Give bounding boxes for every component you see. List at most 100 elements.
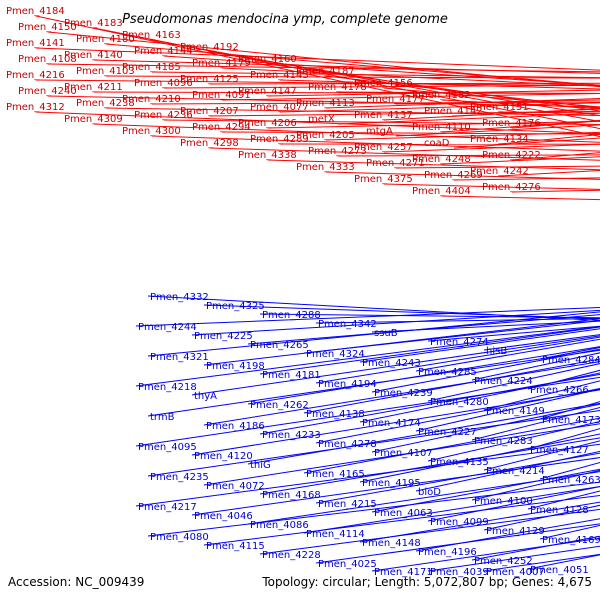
reverse-leader-line [203, 318, 600, 366]
reverse-leader-line [147, 349, 600, 417]
reverse-gene-label: Pmen_4243 [362, 358, 421, 369]
reverse-gene-label: Pmen_4115 [206, 541, 265, 552]
forward-gene-label: Pmen_4294 [192, 122, 251, 133]
forward-gene-label: Pmen_4242 [470, 166, 529, 177]
forward-leader-line [47, 31, 600, 88]
reverse-gene-label: Pmen_4051 [530, 565, 589, 576]
reverse-leader-line [315, 387, 600, 444]
reverse-leader-line [315, 452, 600, 504]
reverse-gene-label: Pmen_4280 [430, 397, 489, 408]
forward-gene-label: Pmen_4269 [424, 170, 483, 181]
reverse-leader-line [483, 334, 600, 351]
forward-gene-label: Pmen_4205 [296, 130, 355, 141]
forward-leader-line [93, 59, 600, 74]
reverse-gene-label: bioD [418, 487, 441, 498]
forward-gene-label: Pmen_4184 [6, 6, 65, 17]
reverse-gene-label: Pmen_4198 [206, 361, 265, 372]
forward-gene-label: Pmen_4404 [412, 186, 471, 197]
forward-gene-label: Pmen_4143 [250, 70, 309, 81]
reverse-leader-line [203, 495, 600, 546]
reverse-gene-label: Pmen_4224 [474, 376, 533, 387]
forward-gene-label: Pmen_4375 [354, 174, 413, 185]
reverse-leader-line [483, 380, 600, 411]
forward-leader-line [151, 71, 600, 79]
forward-leader-line [105, 75, 600, 79]
forward-gene-label: Pmen_4333 [296, 162, 355, 173]
reverse-leader-line [203, 304, 600, 320]
reverse-gene-label: Pmen_4324 [306, 349, 365, 360]
reverse-gene-label: Pmen_4173 [542, 415, 600, 426]
reverse-gene-label: Pmen_4235 [150, 472, 209, 483]
forward-leader-line [383, 143, 600, 153]
forward-gene-label: Pmen_4309 [64, 114, 123, 125]
genome-title: Pseudomonas mendocina ymp, complete geno… [122, 12, 448, 27]
reverse-gene-label: Pmen_4278 [318, 439, 377, 450]
reverse-leader-line [203, 361, 600, 426]
reverse-gene-label: Pmen_4325 [206, 301, 265, 312]
forward-gene-label: Pmen_4137 [354, 110, 413, 121]
forward-gene-label: Pmen_4160 [238, 54, 297, 65]
reverse-gene-label: Pmen_4274 [430, 337, 489, 348]
forward-gene-label: Pmen_4300 [122, 126, 181, 137]
forward-gene-label: metX [308, 114, 335, 125]
reverse-leader-line [471, 406, 600, 441]
forward-gene-label: Pmen_4113 [296, 98, 355, 109]
reverse-gene-label: ssuB [374, 328, 398, 339]
forward-gene-label: Pmen_4125 [180, 74, 239, 85]
reverse-gene-label: Pmen_4321 [150, 352, 209, 363]
reverse-leader-line [259, 373, 600, 435]
reverse-leader-line [247, 471, 600, 525]
reverse-gene-label: Pmen_4169 [542, 535, 600, 546]
reverse-gene-label: Pmen_4138 [306, 409, 365, 420]
reverse-gene-label: Pmen_4171 [374, 567, 433, 578]
gene-labels: Pmen_4184Pmen_4183Pmen_4163Pmen_4192Pmen… [6, 6, 600, 578]
reverse-gene-label: Pmen_4107 [374, 448, 433, 459]
forward-leader-line [163, 55, 600, 86]
forward-gene-label: Pmen_4177 [366, 94, 425, 105]
reverse-gene-label: trmB [150, 412, 175, 423]
reverse-leader-line [539, 346, 600, 360]
reverse-leader-line [527, 369, 600, 390]
label-leader-lines [35, 15, 600, 572]
reverse-gene-label: Pmen_4266 [530, 385, 589, 396]
reverse-gene-label: Pmen_4046 [194, 511, 253, 522]
forward-gene-label: Pmen_4238 [76, 98, 135, 109]
reverse-leader-line [259, 313, 600, 319]
reverse-gene-label: Pmen_4127 [530, 445, 589, 456]
reverse-gene-label: thiG [250, 460, 271, 471]
forward-gene-label: Pmen_4276 [482, 182, 541, 193]
forward-gene-label: Pmen_4257 [354, 142, 413, 153]
forward-leader-line [267, 63, 600, 112]
reverse-gene-label: Pmen_4196 [418, 547, 477, 558]
forward-gene-label: mtgA [366, 126, 393, 137]
reverse-gene-label: Pmen_4186 [206, 421, 265, 432]
reverse-gene-label: Pmen_4174 [362, 418, 421, 429]
accession-text: Accession: NC_009439 [8, 575, 144, 589]
forward-gene-label: Pmen_4211 [64, 82, 123, 93]
forward-gene-label: Pmen_4091 [192, 90, 251, 101]
reverse-gene-label: Pmen_4086 [250, 520, 309, 531]
reverse-leader-line [315, 336, 600, 384]
forward-gene-label: Pmen_4183 [64, 18, 123, 29]
reverse-leader-line [359, 328, 600, 363]
forward-leader-line [163, 119, 600, 126]
reverse-gene-label: Pmen_4195 [362, 478, 421, 489]
reverse-gene-label: Pmen_4217 [138, 502, 197, 513]
forward-gene-label: Pmen_4140 [64, 50, 123, 61]
forward-gene-label: Pmen_4176 [482, 118, 541, 129]
reverse-leader-line [303, 417, 600, 474]
reverse-leader-line [147, 311, 600, 357]
forward-gene-label: Pmen_4144 [134, 46, 193, 57]
reverse-gene-label: Pmen_4227 [418, 427, 477, 438]
reverse-gene-label: Pmen_4080 [150, 532, 209, 543]
forward-gene-label: Pmen_4108 [18, 54, 77, 65]
forward-leader-line [325, 171, 600, 180]
forward-gene-label: Pmen_4180 [76, 34, 135, 45]
forward-leader-line [441, 119, 600, 133]
forward-gene-label: Pmen_4163 [122, 30, 181, 41]
forward-leader-line [47, 95, 600, 108]
forward-gene-label: Pmen_4248 [412, 154, 471, 165]
genome-summary-text: Topology: circular; Length: 5,072,807 bp… [261, 575, 592, 589]
